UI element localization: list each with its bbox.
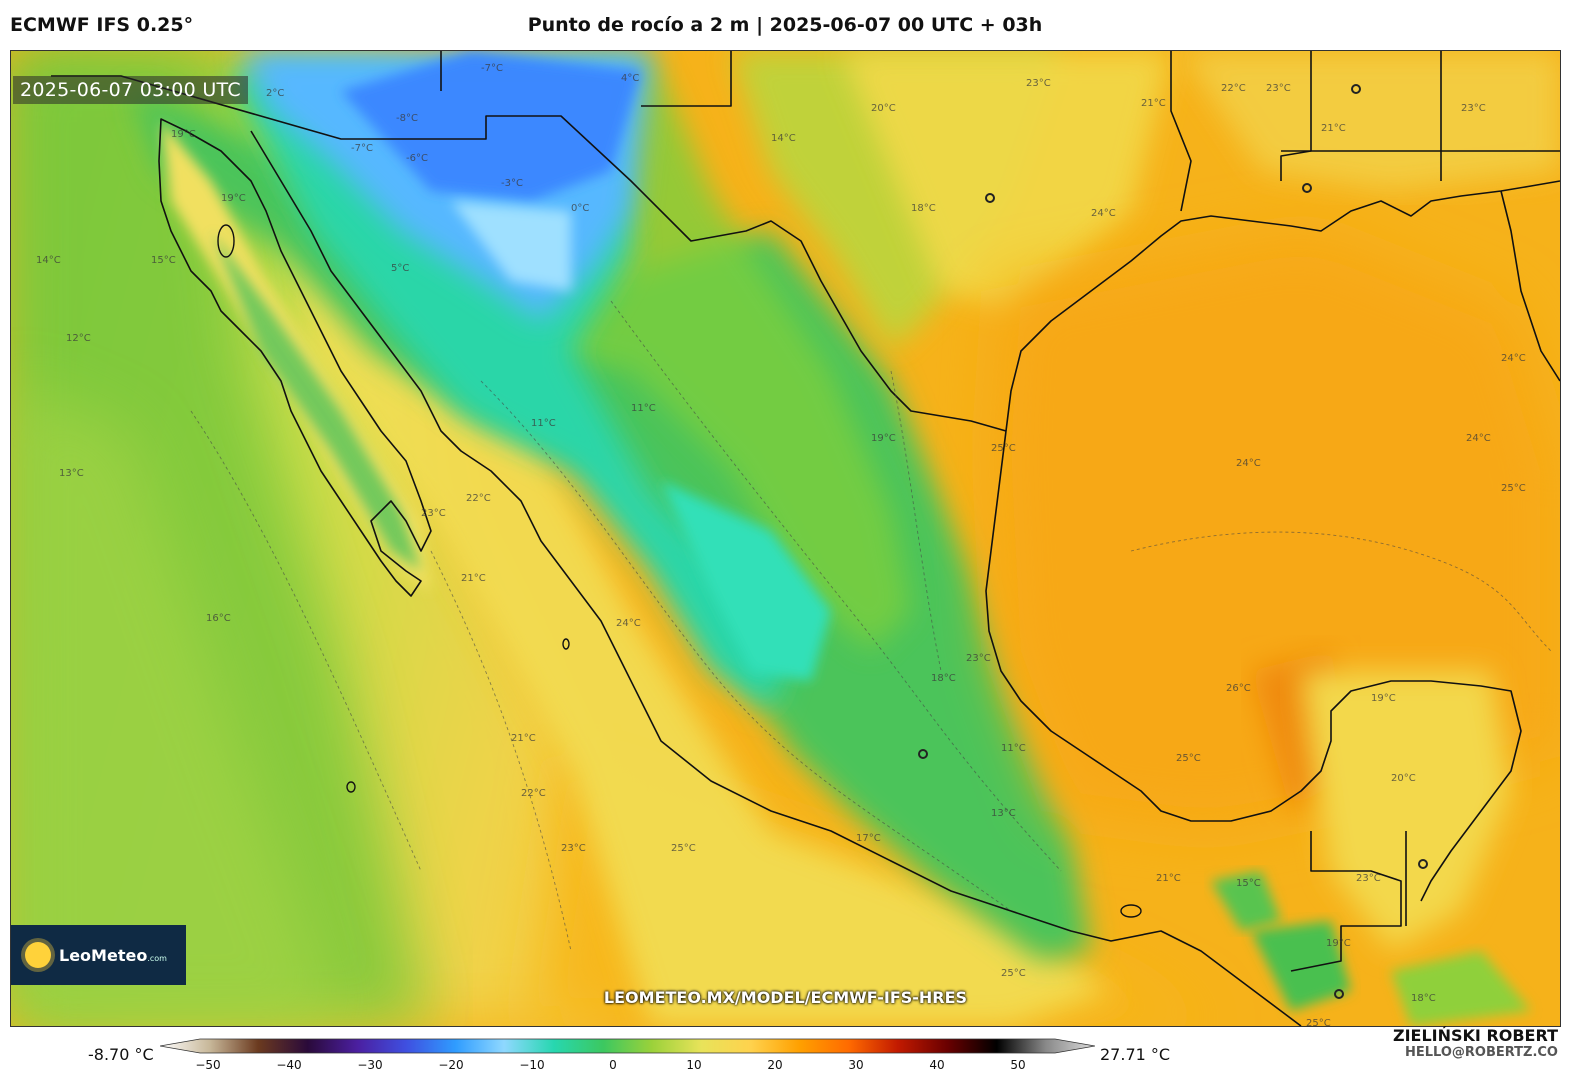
watermark-url: LEOMETEO.MX/MODEL/ECMWF-IFS-HRES	[603, 988, 968, 1007]
colorbar	[159, 1037, 1096, 1055]
colorbar-tick: 20	[767, 1058, 783, 1072]
author-credit: ZIELIŃSKI ROBERT HELLO@ROBERTZ.CO	[1393, 1026, 1558, 1060]
contour-label: 25°C	[1306, 1018, 1331, 1026]
contour-label: 24°C	[1466, 433, 1491, 444]
model-label: ECMWF IFS 0.25°	[10, 14, 194, 36]
map-title: Punto de rocío a 2 m | 2025-06-07 00 UTC…	[527, 14, 1043, 36]
contour-label: -6°C	[406, 153, 428, 164]
contour-label: 15°C	[151, 255, 176, 266]
colorbar-min-label: -8.70 °C	[88, 1045, 154, 1064]
contour-label: 25°C	[1001, 968, 1026, 979]
colorbar-shape	[159, 1038, 1096, 1054]
author-name: ZIELIŃSKI ROBERT	[1392, 1026, 1558, 1045]
contour-label: 25°C	[671, 843, 696, 854]
contour-label: 19°C	[171, 129, 196, 140]
contour-label: 14°C	[36, 255, 61, 266]
contour-label: 11°C	[631, 403, 656, 414]
contour-label: 18°C	[931, 673, 956, 684]
contour-label: 21°C	[1141, 98, 1166, 109]
contour-label: 23°C	[421, 508, 446, 519]
contour-label: 13°C	[59, 468, 84, 479]
contour-label: 26°C	[1226, 683, 1251, 694]
contour-label: 23°C	[1461, 103, 1486, 114]
contour-label: 15°C	[1236, 878, 1261, 889]
contour-label: 21°C	[1321, 123, 1346, 134]
contour-label: 18°C	[911, 203, 936, 214]
contour-label: 20°C	[871, 103, 896, 114]
colorbar-tick: 40	[929, 1058, 945, 1072]
colorbar-tick: −30	[357, 1058, 383, 1072]
contour-label: 23°C	[1356, 873, 1381, 884]
contour-label: -3°C	[501, 178, 523, 189]
contour-label: 19°C	[221, 193, 246, 204]
contour-label: 17°C	[856, 833, 881, 844]
contour-label: 24°C	[1091, 208, 1116, 219]
colorbar-tick: 10	[686, 1058, 702, 1072]
colorbar-max-label: 27.71 °C	[1100, 1045, 1171, 1064]
contour-label: 23°C	[561, 843, 586, 854]
contour-label: 25°C	[1501, 483, 1526, 494]
valid-time-label: 2025-06-07 03:00 UTC	[13, 76, 248, 104]
contour-label: 12°C	[66, 333, 91, 344]
contour-label: 11°C	[531, 418, 556, 429]
colorbar-svg	[159, 1038, 1096, 1054]
sun-icon	[25, 942, 51, 968]
author-email[interactable]: HELLO@ROBERTZ.CO	[1404, 1045, 1558, 1060]
contour-label: 11°C	[1001, 743, 1026, 754]
logo-name: LeoMeteo	[59, 945, 148, 965]
contour-label: 23°C	[966, 653, 991, 664]
contour-label: 21°C	[511, 733, 536, 744]
contour-label: 23°C	[1266, 83, 1291, 94]
leometeo-logo[interactable]: LeoMeteo.com	[11, 925, 186, 985]
logo-suffix: .com	[147, 953, 167, 963]
contour-label: -7°C	[351, 143, 373, 154]
contour-label: 19°C	[1371, 693, 1396, 704]
contour-label: 14°C	[771, 133, 796, 144]
colorbar-tick: −20	[438, 1058, 464, 1072]
contour-label: -8°C	[396, 113, 418, 124]
colorbar-tick: 0	[609, 1058, 617, 1072]
contour-label: 20°C	[1391, 773, 1416, 784]
contour-label: 21°C	[461, 573, 486, 584]
dewpoint-map[interactable]: 19°C 19°C 14°C 15°C 12°C 13°C 16°C 21°C …	[10, 50, 1561, 1027]
contour-label: 21°C	[1156, 873, 1181, 884]
contour-label: 19°C	[871, 433, 896, 444]
colorbar-tick: −40	[276, 1058, 302, 1072]
contour-label: 22°C	[1221, 83, 1246, 94]
contour-label: 16°C	[206, 613, 231, 624]
contour-label: 22°C	[466, 493, 491, 504]
contour-label: -7°C	[481, 63, 503, 74]
colorbar-tick: 30	[848, 1058, 864, 1072]
colorbar-tick: 50	[1010, 1058, 1026, 1072]
colorbar-tick: −50	[195, 1058, 221, 1072]
contour-label: 24°C	[616, 618, 641, 629]
contour-label: 24°C	[1236, 458, 1261, 469]
contour-label: 25°C	[991, 443, 1016, 454]
contour-label: 5°C	[391, 263, 409, 274]
contour-label: 0°C	[571, 203, 589, 214]
colorbar-ticks: −50 −40 −30 −20 −10 0 10 20 30 40 50	[0, 1058, 1570, 1076]
contour-label: 19°C	[1326, 938, 1351, 949]
contour-label: 24°C	[1501, 353, 1526, 364]
contour-label: 25°C	[1176, 753, 1201, 764]
contour-label: 23°C	[1026, 78, 1051, 89]
map-canvas: 19°C 19°C 14°C 15°C 12°C 13°C 16°C 21°C …	[11, 51, 1560, 1026]
contour-label: 22°C	[521, 788, 546, 799]
contour-label: 18°C	[1411, 993, 1436, 1004]
contour-label: 13°C	[991, 808, 1016, 819]
contour-label: 2°C	[266, 88, 284, 99]
contour-label: 4°C	[621, 73, 639, 84]
colorbar-tick: −10	[519, 1058, 545, 1072]
